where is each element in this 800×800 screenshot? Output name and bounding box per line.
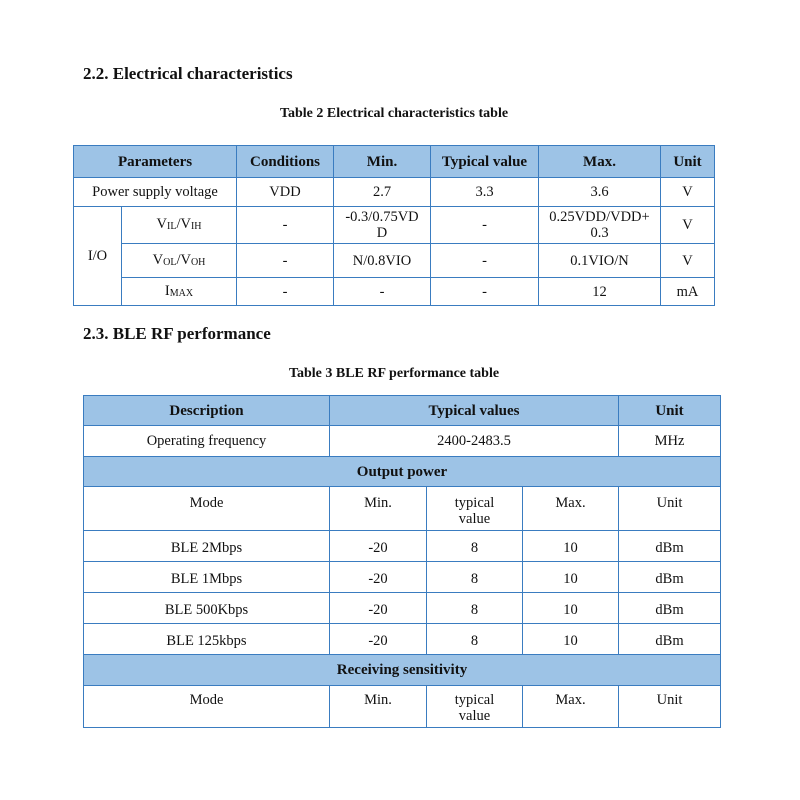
io-label: I/O: [73, 206, 122, 306]
cell: dBm: [618, 623, 722, 655]
cell: 3.6: [538, 177, 661, 207]
cell: -20: [329, 592, 427, 624]
cell: 2400-2483.5: [328, 425, 620, 457]
header-parameters: Parameters: [73, 145, 237, 178]
electrical-characteristics-table: Parameters Conditions Min. Typical value…: [73, 145, 715, 306]
table-row: BLE 1Mbps -20 8 10 dBm: [83, 561, 722, 593]
cell: Unit: [618, 486, 722, 531]
cell: -: [236, 206, 334, 244]
cell: 8: [426, 561, 523, 593]
cell: -20: [329, 530, 427, 562]
cell: 10: [521, 561, 620, 593]
cell: 3.3: [430, 177, 539, 207]
cell: 0.1VIO/N: [538, 243, 661, 278]
cell: MHz: [618, 425, 722, 457]
cell: typical value: [426, 486, 523, 531]
table-subheader-row: Mode Min. typical value Max. Unit: [83, 486, 722, 531]
header-typical: Typical value: [430, 145, 539, 178]
cell: 10: [521, 592, 620, 624]
param-cell: IMAX: [121, 277, 237, 306]
section-heading-electrical: 2.2. Electrical characteristics: [83, 64, 293, 83]
receiving-sensitivity-header: Receiving sensitivity: [82, 654, 722, 686]
ble-rf-performance-table: Description Typical values Unit Operatin…: [82, 395, 722, 728]
param-cell: VIL/VIH: [121, 206, 237, 244]
cell: typical value: [426, 685, 523, 728]
cell: 0.25VDD/VDD+0.3: [538, 206, 661, 244]
param-cell: VOL/VOH: [121, 243, 237, 278]
cell: -: [430, 206, 539, 244]
header-typical-values: Typical values: [328, 395, 620, 426]
cell: dBm: [618, 561, 722, 593]
cell: V: [660, 243, 715, 278]
cell: Min.: [329, 486, 427, 531]
cell: Mode: [83, 685, 330, 728]
cell: BLE 125kbps: [83, 623, 330, 655]
cell: mA: [660, 277, 715, 306]
table2-caption: Table 2 Electrical characteristics table: [279, 106, 509, 121]
header-min: Min.: [333, 145, 431, 178]
table-row: VOL/VOH - N/0.8VIO - 0.1VIO/N V: [74, 243, 715, 278]
table-row: Operating frequency 2400-2483.5 MHz: [83, 425, 722, 457]
cell: N/0.8VIO: [333, 243, 431, 278]
header-unit: Unit: [660, 145, 715, 178]
cell: -20: [329, 561, 427, 593]
cell: Operating frequency: [83, 425, 330, 457]
cell: BLE 1Mbps: [83, 561, 330, 593]
cell: -: [236, 277, 334, 306]
cell: V: [660, 177, 715, 207]
table-subheader-row: Mode Min. typical value Max. Unit: [83, 685, 722, 728]
cell: dBm: [618, 592, 722, 624]
table3-caption: Table 3 BLE RF performance table: [288, 366, 500, 381]
cell: -: [430, 277, 539, 306]
cell: V: [660, 206, 715, 244]
header-max: Max.: [538, 145, 661, 178]
table-row: Power supply voltage VDD 2.7 3.3 3.6 V: [73, 177, 715, 207]
cell: Mode: [83, 486, 330, 531]
cell: 8: [426, 592, 523, 624]
section-heading-ble: 2.3. BLE RF performance: [83, 324, 271, 343]
cell: 8: [426, 530, 523, 562]
cell: dBm: [618, 530, 722, 562]
cell: 8: [426, 623, 523, 655]
cell: -20: [329, 623, 427, 655]
cell: -: [236, 243, 334, 278]
header-unit: Unit: [618, 395, 722, 426]
cell: 12: [538, 277, 661, 306]
cell: 10: [521, 623, 620, 655]
header-conditions: Conditions: [236, 145, 334, 178]
cell: -: [333, 277, 431, 306]
cell: BLE 500Kbps: [83, 592, 330, 624]
table-row: BLE 2Mbps -20 8 10 dBm: [83, 530, 722, 562]
cell: Unit: [618, 685, 722, 728]
cell: -: [430, 243, 539, 278]
cell: Min.: [329, 685, 427, 728]
cell: 2.7: [333, 177, 431, 207]
cell: BLE 2Mbps: [83, 530, 330, 562]
cell: Max.: [521, 486, 620, 531]
header-description: Description: [83, 395, 330, 426]
output-power-header: Output power: [82, 456, 722, 487]
cell: 10: [521, 530, 620, 562]
cell: VDD: [236, 177, 334, 207]
table-row: BLE 500Kbps -20 8 10 dBm: [83, 592, 722, 624]
cell: -0.3/0.75VDD: [333, 206, 431, 244]
cell: Power supply voltage: [73, 177, 237, 207]
table-row: BLE 125kbps -20 8 10 dBm: [83, 623, 722, 655]
table-row: I/O VIL/VIH - -0.3/0.75VDD - 0.25VDD/VDD…: [73, 206, 715, 306]
table-row: IMAX - - - 12 mA: [74, 277, 715, 306]
cell: Max.: [521, 685, 620, 728]
